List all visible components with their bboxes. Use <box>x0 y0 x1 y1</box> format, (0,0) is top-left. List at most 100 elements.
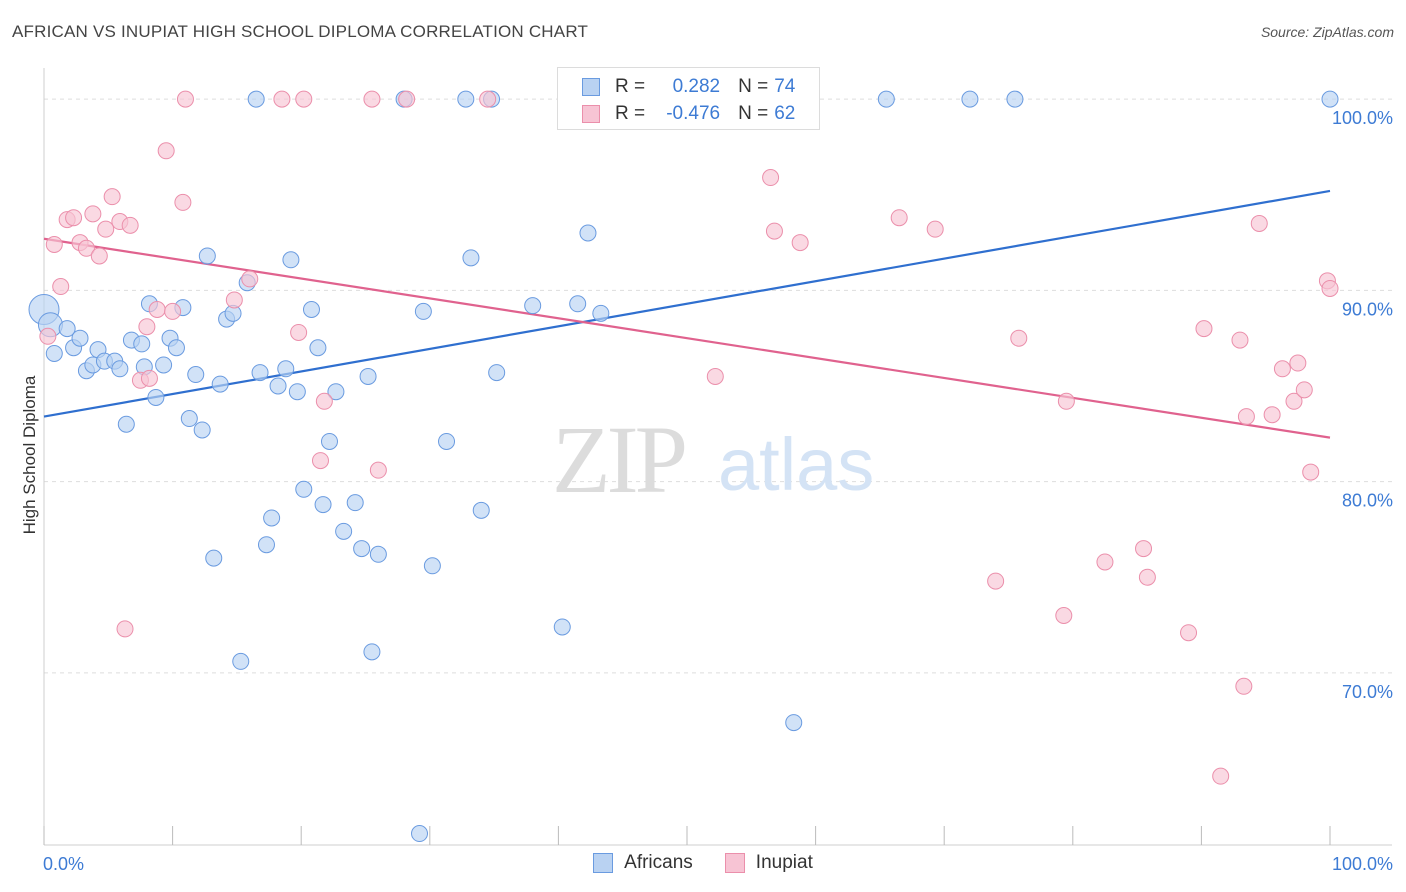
series-swatch-inupiat <box>724 853 745 873</box>
point-inupiat <box>1212 767 1230 785</box>
point-africans <box>411 825 429 843</box>
point-inupiat <box>116 620 134 638</box>
point-inupiat <box>890 209 908 227</box>
point-africans <box>295 480 313 498</box>
point-inupiat <box>39 327 57 345</box>
point-inupiat <box>762 169 780 187</box>
point-africans <box>187 366 205 384</box>
point-inupiat <box>138 318 156 336</box>
point-africans <box>1006 90 1024 108</box>
point-inupiat <box>140 369 158 387</box>
point-inupiat <box>987 572 1005 590</box>
point-africans <box>961 90 979 108</box>
legend-swatch-africans <box>582 78 600 96</box>
point-africans <box>71 329 89 347</box>
point-africans <box>269 377 287 395</box>
point-inupiat <box>311 452 329 470</box>
grid-lines <box>44 98 1392 674</box>
point-inupiat <box>295 90 313 108</box>
point-inupiat <box>176 90 194 108</box>
y-tick-label: 70.0% <box>1342 682 1393 702</box>
point-africans <box>524 297 542 315</box>
series-legend-inupiat[interactable]: Inupiat <box>724 852 813 874</box>
y-axis-title: High School Diploma <box>20 375 39 534</box>
point-africans <box>472 501 490 519</box>
point-inupiat <box>45 235 63 253</box>
point-africans <box>147 388 165 406</box>
point-africans <box>592 304 610 322</box>
correlation-legend: R = 0.282 N = 74 R = -0.476 N = 62 <box>557 67 820 130</box>
point-inupiat <box>1055 607 1073 624</box>
point-inupiat <box>363 90 381 108</box>
point-africans <box>462 249 480 267</box>
point-inupiat <box>398 90 416 108</box>
point-inupiat <box>1250 214 1268 232</box>
point-africans <box>369 545 387 563</box>
point-inupiat <box>290 323 308 341</box>
point-africans <box>282 251 300 269</box>
point-africans <box>346 494 364 512</box>
point-africans <box>211 375 229 393</box>
y-tick-label: 100.0% <box>1332 108 1393 128</box>
point-africans <box>335 522 353 540</box>
legend-n-value-africans: 74 <box>774 76 796 97</box>
point-inupiat <box>1295 381 1313 399</box>
point-inupiat <box>164 302 182 320</box>
point-inupiat <box>1096 553 1114 571</box>
legend-n-label: N = <box>738 103 769 124</box>
legend-r-value-africans: 0.282 <box>672 76 721 97</box>
point-inupiat <box>90 247 108 265</box>
point-africans <box>257 536 275 554</box>
point-africans <box>247 90 265 108</box>
point-inupiat <box>174 193 192 211</box>
point-inupiat <box>1135 540 1153 558</box>
point-inupiat <box>1010 329 1028 347</box>
point-inupiat <box>77 239 95 257</box>
point-inupiat <box>273 90 291 108</box>
point-africans <box>277 360 295 378</box>
trend-line-inupiat <box>43 237 1331 439</box>
series-label-africans: Africans <box>624 852 693 873</box>
point-inupiat <box>479 90 497 108</box>
point-inupiat <box>52 278 70 296</box>
axes <box>43 68 1392 846</box>
point-africans <box>327 383 345 401</box>
point-africans <box>302 301 320 318</box>
point-inupiat <box>97 220 115 238</box>
point-inupiat <box>1235 677 1253 695</box>
point-inupiat <box>65 209 83 227</box>
point-inupiat <box>121 216 139 234</box>
point-africans <box>180 410 198 428</box>
series-legend-africans[interactable]: Africans <box>593 852 693 874</box>
point-africans <box>198 247 216 265</box>
point-africans <box>553 618 571 636</box>
point-inupiat <box>225 291 243 309</box>
y-tick-label: 80.0% <box>1342 491 1393 511</box>
point-inupiat <box>1231 331 1249 349</box>
legend-r-value-inupiat: -0.476 <box>666 103 721 124</box>
point-africans <box>45 344 63 362</box>
point-inupiat <box>1289 354 1307 372</box>
point-africans <box>232 652 250 670</box>
point-africans <box>579 224 597 242</box>
point-inupiat <box>369 461 387 479</box>
point-inupiat <box>1138 568 1156 586</box>
x-tick-label-min: 0.0% <box>43 854 84 874</box>
axis-labels: 100.0% 90.0% 80.0% 70.0% 0.0% 100.0% High Scho… <box>20 108 1393 874</box>
point-inupiat <box>1180 624 1198 642</box>
point-inupiat <box>791 234 809 252</box>
y-tick-label: 90.0% <box>1342 299 1393 319</box>
data-points <box>28 90 1339 843</box>
series-swatch-africans <box>593 853 614 873</box>
point-inupiat <box>84 205 102 223</box>
point-africans <box>205 549 223 567</box>
point-africans <box>314 496 332 514</box>
point-inupiat <box>148 301 166 318</box>
legend-row-inupiat: R = -0.476 N = 62 <box>582 102 795 126</box>
chart-title: AFRICAN VS INUPIAT HIGH SCHOOL DIPLOMA C… <box>12 22 589 41</box>
chart-source: Source: ZipAtlas.com <box>1260 24 1394 40</box>
legend-swatch-inupiat <box>582 105 600 123</box>
point-inupiat <box>1263 406 1281 424</box>
watermark-zip: ZIP <box>552 406 685 513</box>
point-inupiat <box>1237 408 1255 426</box>
